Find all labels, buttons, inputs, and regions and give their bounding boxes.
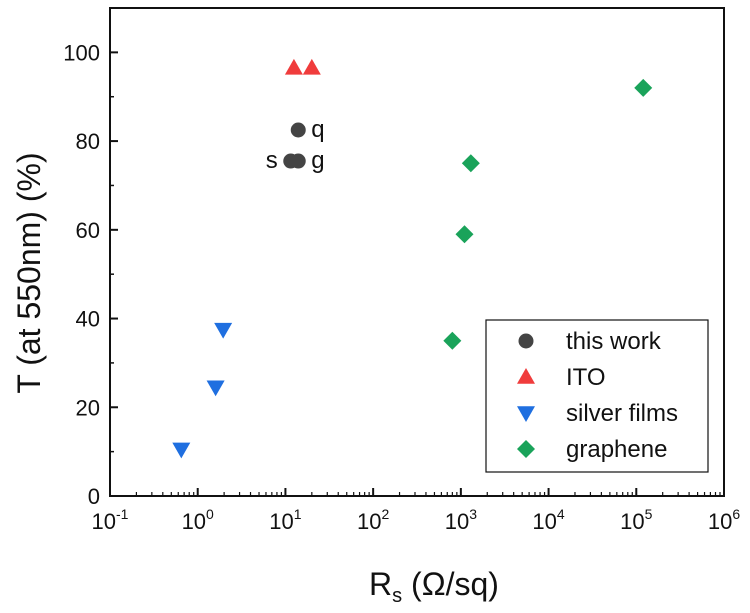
- legend-label: silver films: [566, 400, 678, 427]
- x-tick-label: 10-1: [92, 506, 129, 534]
- legend-label: graphene: [566, 436, 667, 463]
- x-tick-exponent: 6: [732, 506, 740, 522]
- x-tick-exponent: -1: [116, 506, 129, 522]
- x-axis-title: Rs (Ω/sq): [369, 566, 499, 607]
- legend: this work ITO silver films graphene: [485, 319, 709, 473]
- plot-frame: [109, 7, 725, 497]
- point-this-work: [290, 153, 306, 169]
- x-tick-exponent: 0: [206, 506, 214, 522]
- x-tick-label: 101: [269, 506, 301, 534]
- y-tick-label: 60: [76, 218, 100, 243]
- point-graphene: [461, 154, 480, 173]
- legend-label: this work: [566, 328, 662, 355]
- y-tick-label: 20: [76, 395, 100, 420]
- legend-label: ITO: [566, 364, 606, 391]
- x-tick-base: 10: [532, 509, 556, 534]
- point-annotation-q: q: [311, 116, 324, 143]
- point-silver-films: [206, 380, 225, 397]
- legend-marker-this-work: [518, 333, 534, 349]
- plot-frame-group: [109, 7, 725, 497]
- x-tick-base: 10: [445, 509, 469, 534]
- x-tick-base: 10: [269, 509, 293, 534]
- x-tick-exponent: 1: [294, 506, 302, 522]
- x-tick-exponent: 3: [469, 506, 477, 522]
- x-tick-label: 104: [532, 506, 564, 534]
- point-silver-films: [214, 322, 233, 339]
- y-tick-label: 100: [63, 40, 100, 65]
- point-graphene: [443, 331, 462, 350]
- x-tick-base: 10: [182, 509, 206, 534]
- point-this-work: [290, 122, 306, 138]
- y-tick-label: 80: [76, 129, 100, 154]
- point-graphene: [455, 225, 474, 244]
- x-tick-label: 103: [445, 506, 477, 534]
- x-tick-label: 106: [708, 506, 740, 534]
- x-tick-label: 100: [182, 506, 214, 534]
- x-tick-base: 10: [92, 509, 116, 534]
- point-annotation-g: g: [311, 147, 324, 174]
- x-tick-exponent: 5: [645, 506, 653, 522]
- legend-marker-silver-films: [517, 406, 535, 422]
- annotations-group: q s g: [266, 116, 325, 174]
- x-tick-exponent: 2: [381, 506, 389, 522]
- point-ITO: [284, 58, 303, 75]
- x-tick-label: 105: [620, 506, 652, 534]
- y-axis-title: T (at 550nm) (%): [11, 152, 47, 393]
- x-tick-base: 10: [708, 509, 732, 534]
- y-tick-label: 0: [88, 484, 100, 509]
- x-axis-title-subscript: s: [392, 585, 402, 607]
- legend-marker-ITO: [517, 368, 535, 384]
- point-annotation-s: s: [266, 147, 278, 174]
- x-axis-title-main: R: [369, 566, 392, 602]
- x-tick-base: 10: [357, 509, 381, 534]
- point-silver-films: [172, 442, 191, 459]
- legend-marker-graphene: [517, 440, 535, 458]
- x-tick-base: 10: [620, 509, 644, 534]
- point-graphene: [634, 78, 653, 97]
- x-axis-title-unit: (Ω/sq): [402, 566, 499, 602]
- y-tick-label: 40: [76, 307, 100, 332]
- points-group: [172, 58, 653, 459]
- point-ITO: [302, 58, 321, 75]
- x-tick-label: 102: [357, 506, 389, 534]
- x-tick-exponent: 4: [557, 506, 565, 522]
